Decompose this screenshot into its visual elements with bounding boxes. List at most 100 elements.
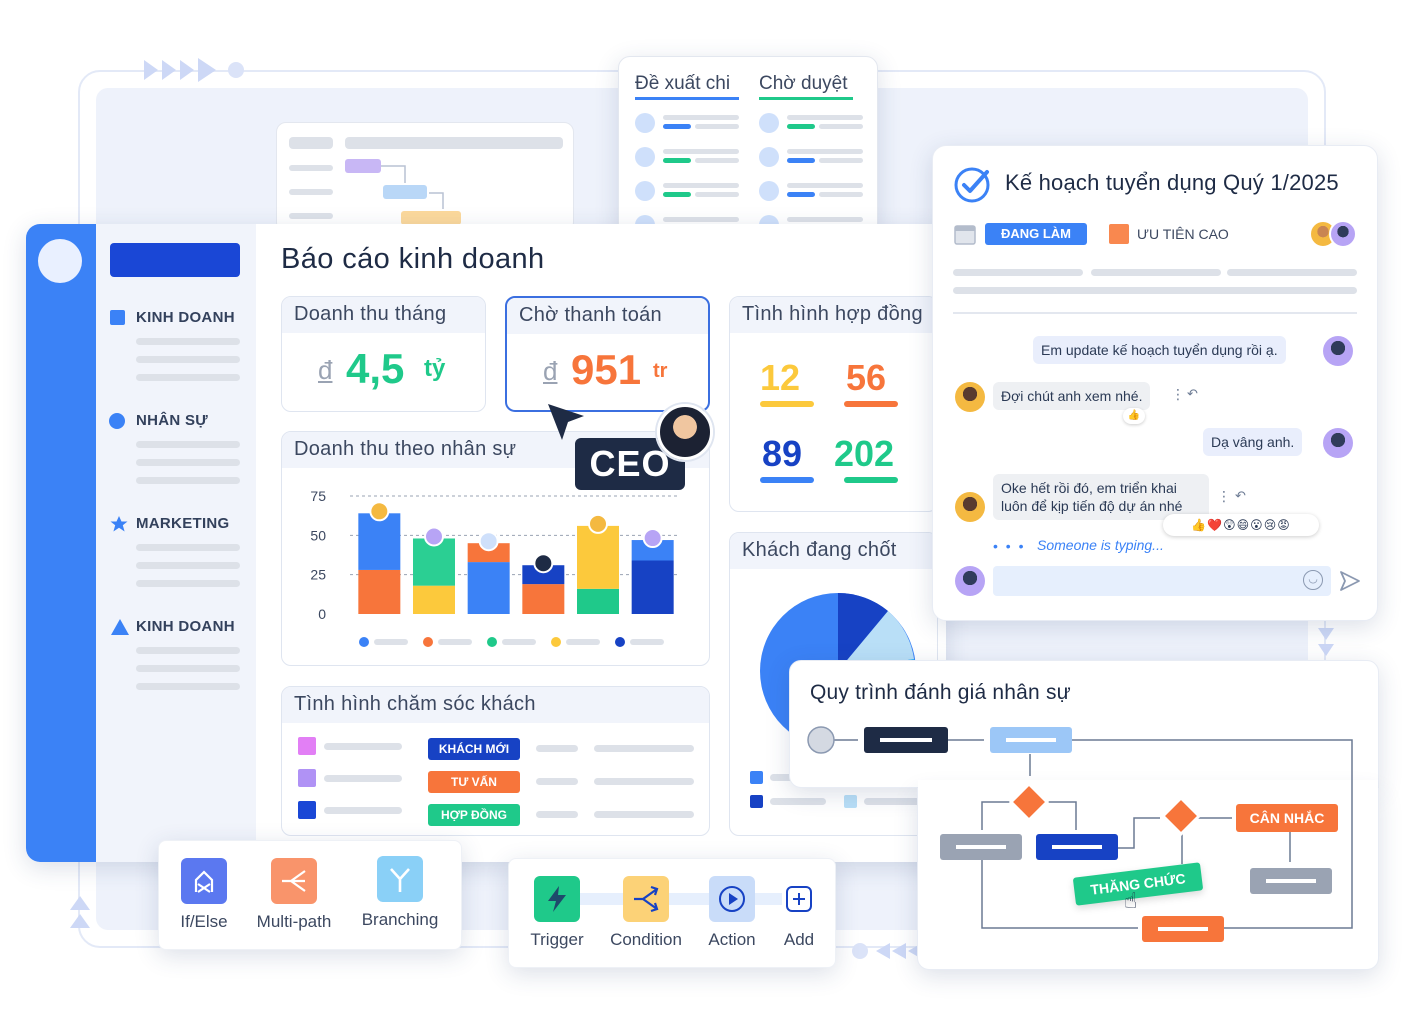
- step-label: Condition: [610, 930, 682, 949]
- multi-path-icon: [282, 870, 306, 892]
- reply-icon[interactable]: ↶: [1187, 386, 1198, 401]
- branching-icon: [390, 868, 410, 892]
- pending-payment-card[interactable]: Chờ thanh toán đ 951 tr: [505, 296, 710, 412]
- status-badge[interactable]: ĐANG LÀM: [985, 223, 1087, 245]
- tag-contract[interactable]: HỢP ĐỒNG: [428, 804, 520, 826]
- send-icon[interactable]: [1339, 570, 1361, 592]
- contract-count: 56: [846, 357, 887, 398]
- y-tick-label: 25: [310, 567, 326, 583]
- tab-pending[interactable]: Chờ duyệt: [759, 73, 848, 94]
- revenue-unit: tỷ: [424, 355, 446, 382]
- avatar[interactable]: [38, 239, 82, 283]
- customer-care-card: Tình hình chăm sóc khách KHÁCH MỚI TƯ VẤ…: [281, 686, 710, 836]
- priority-label[interactable]: ƯU TIÊN CAO: [1137, 226, 1229, 242]
- sidebar-item-nhan-su[interactable]: NHÂN SỰ: [136, 412, 209, 429]
- chat-message: Em update kế hoạch tuyển dụng rồi ạ.: [1033, 336, 1286, 364]
- y-tick-label: 0: [318, 606, 326, 622]
- more-icon[interactable]: ⋮: [1217, 488, 1231, 504]
- legend-label-placeholder: [438, 639, 472, 645]
- payment-unit: tr: [653, 360, 668, 382]
- contracts-card: Tình hình hợp đồng 12 56 89 202: [729, 296, 938, 512]
- avatar: [478, 531, 499, 552]
- legend-marker: [487, 637, 497, 647]
- page-title: Báo cáo kinh doanh: [281, 243, 545, 275]
- tag-new-customer[interactable]: KHÁCH MỚI: [428, 738, 520, 760]
- condition-step[interactable]: Condition: [602, 876, 690, 950]
- square-icon: [110, 310, 125, 325]
- typing-dots-icon: • • •: [993, 538, 1026, 554]
- chart-bar-segment: [577, 525, 619, 589]
- message-input[interactable]: [993, 566, 1331, 596]
- card-title: Tình hình chăm sóc khách: [282, 687, 709, 723]
- legend-label-placeholder: [630, 639, 664, 645]
- chart-bar-segment: [467, 543, 510, 563]
- legend-marker: [615, 637, 625, 647]
- monthly-revenue-card: Doanh thu tháng đ 4,5 tỷ: [281, 296, 486, 412]
- trigger-icon: [548, 886, 566, 912]
- sidebar-item-kinh-doanh-2[interactable]: KINH DOANH: [136, 618, 235, 635]
- chart-bar-segment: [631, 540, 674, 561]
- action-step[interactable]: Action: [698, 876, 766, 950]
- sidebar-panel: [96, 224, 256, 862]
- avatar: [955, 566, 985, 596]
- flowchart-ghost-panel: [276, 122, 574, 232]
- currency-symbol: đ: [543, 356, 558, 386]
- avatar: [759, 113, 779, 133]
- reply-icon[interactable]: ↶: [1235, 488, 1246, 503]
- chart-bar-segment: [522, 565, 565, 585]
- tab-proposals[interactable]: Đề xuất chi: [635, 73, 731, 94]
- avatar: [955, 492, 985, 522]
- y-tick-label: 50: [310, 527, 326, 543]
- legend-marker: [551, 637, 561, 647]
- condition-icon: [634, 885, 659, 913]
- sidebar-rail: [26, 224, 96, 862]
- star-icon: [110, 516, 128, 532]
- trigger-step[interactable]: Trigger: [522, 876, 592, 950]
- chart-bar-segment: [522, 584, 565, 614]
- y-tick-label: 75: [310, 488, 326, 504]
- emoji-icon[interactable]: ◡: [1303, 570, 1323, 590]
- cursor-icon: [548, 404, 584, 440]
- legend-label-placeholder: [566, 639, 600, 645]
- workflow-diagram: [807, 726, 1353, 942]
- chart-bar-segment: [577, 588, 619, 614]
- sidebar-item-kinh-doanh[interactable]: KINH DOANH: [136, 309, 235, 326]
- avatar: [955, 382, 985, 412]
- circle-icon: [109, 413, 125, 429]
- avatar: [1323, 428, 1353, 458]
- ceo-avatar: [657, 404, 713, 460]
- reaction-bar[interactable]: 👍❤️😲😄😮😢😡: [1163, 514, 1319, 536]
- sidebar-item-marketing[interactable]: MARKETING: [136, 515, 230, 532]
- if-else-tool[interactable]: If/Else: [168, 858, 240, 932]
- chart-bar-segment: [467, 562, 510, 614]
- if-else-icon: [194, 870, 214, 893]
- arrows-decoration-right: [1318, 628, 1334, 656]
- currency-symbol: đ: [318, 355, 333, 385]
- assignee-avatar[interactable]: [1329, 220, 1357, 248]
- avatar: [369, 501, 390, 522]
- add-step[interactable]: Add: [770, 876, 828, 950]
- thumbs-up-icon: 👍: [1123, 408, 1145, 424]
- chart-bar-segment: [358, 513, 401, 570]
- triangle-icon: [111, 619, 129, 635]
- avatar: [424, 526, 444, 547]
- calendar-icon: [954, 225, 976, 245]
- branching-tool[interactable]: Branching: [352, 856, 448, 930]
- more-icon[interactable]: ⋮: [1171, 386, 1185, 402]
- tool-label: Multi-path: [256, 912, 332, 931]
- multi-path-tool[interactable]: Multi-path: [246, 858, 342, 932]
- chat-message: Oke hết rồi đó, em triển khai luôn để kị…: [993, 474, 1209, 520]
- chart-bar-segment: [631, 560, 674, 614]
- consider-badge[interactable]: CÂN NHẮC: [1236, 804, 1338, 832]
- hand-cursor-icon: ☝: [1124, 888, 1138, 913]
- typing-indicator: Someone is typing...: [1037, 537, 1164, 553]
- chat-message: Đợi chút anh xem nhé.: [993, 382, 1151, 410]
- arrows-decoration: [144, 58, 244, 82]
- contract-count: 89: [762, 433, 803, 474]
- arrows-decoration-left: [70, 896, 90, 928]
- workflow-panel: [789, 660, 1379, 788]
- tag-consulting[interactable]: TƯ VẤN: [428, 771, 520, 793]
- legend-marker: [359, 637, 369, 647]
- legend-label-placeholder: [502, 639, 536, 645]
- avatar: [588, 513, 608, 534]
